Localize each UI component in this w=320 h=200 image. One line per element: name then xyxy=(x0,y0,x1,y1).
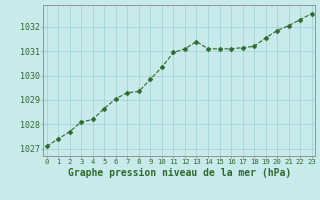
X-axis label: Graphe pression niveau de la mer (hPa): Graphe pression niveau de la mer (hPa) xyxy=(68,168,291,178)
